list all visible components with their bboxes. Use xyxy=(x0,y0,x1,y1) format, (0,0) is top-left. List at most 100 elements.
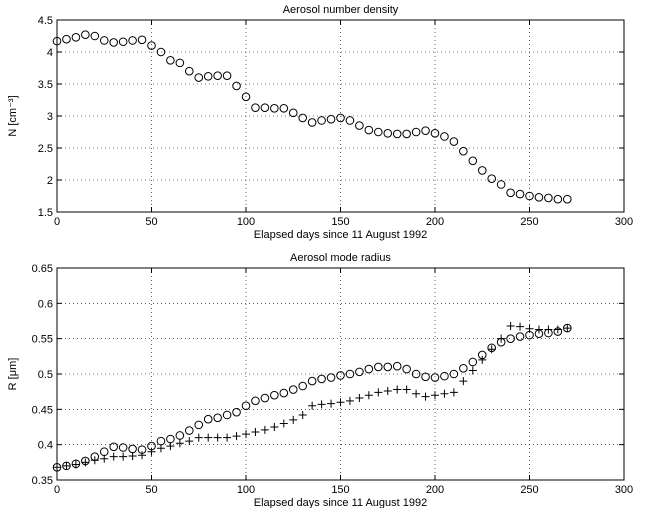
circle-marker xyxy=(213,413,222,423)
circle-marker xyxy=(563,194,572,204)
circle-marker xyxy=(288,385,298,394)
plus-marker xyxy=(90,456,99,465)
circle-marker xyxy=(374,127,383,137)
circle-marker xyxy=(307,118,317,127)
x-tick-label: 200 xyxy=(426,216,444,228)
plus-marker xyxy=(166,442,175,451)
plus-marker xyxy=(355,394,364,403)
y-tick-label: 0.35 xyxy=(32,475,53,487)
plus-marker xyxy=(289,415,298,424)
circle-marker xyxy=(392,361,402,371)
plus-marker xyxy=(81,458,90,467)
circle-marker xyxy=(383,362,393,372)
circle-marker xyxy=(185,426,194,435)
plus-marker xyxy=(100,454,109,463)
plus-marker xyxy=(128,451,137,460)
plus-marker xyxy=(242,430,250,439)
circle-marker xyxy=(336,113,345,123)
circle-marker xyxy=(317,374,326,384)
circle-marker xyxy=(336,371,345,380)
circle-marker xyxy=(279,388,289,398)
circle-marker xyxy=(222,410,232,420)
circle-marker xyxy=(298,113,308,123)
circle-marker xyxy=(251,396,260,406)
plus-marker xyxy=(213,433,222,442)
circle-marker xyxy=(364,364,374,374)
x-tick-label: 250 xyxy=(520,484,538,496)
circle-marker xyxy=(506,188,515,198)
circle-marker xyxy=(90,31,100,41)
plus-marker xyxy=(109,452,118,461)
circle-marker xyxy=(241,401,251,411)
circle-marker xyxy=(374,362,383,372)
circle-marker xyxy=(515,189,525,199)
y-tick-label: 0.5 xyxy=(38,369,53,381)
circle-marker xyxy=(449,137,459,146)
circle-marker xyxy=(496,180,506,189)
plus-marker xyxy=(251,427,260,436)
chart-title: Aerosol mode radius xyxy=(290,252,391,264)
plus-marker xyxy=(440,389,449,398)
circle-marker xyxy=(383,128,393,138)
circle-marker xyxy=(156,47,166,57)
circle-marker xyxy=(203,72,213,81)
plus-marker xyxy=(412,389,421,398)
circle-marker xyxy=(118,443,128,452)
plus-marker xyxy=(185,437,194,446)
circle-marker xyxy=(232,81,241,91)
circle-marker xyxy=(487,174,497,184)
circle-marker xyxy=(71,32,81,42)
circle-marker xyxy=(147,41,156,50)
circle-marker xyxy=(355,367,364,377)
y-axis-label: R [μm] xyxy=(7,358,19,391)
circle-marker xyxy=(288,108,298,118)
x-tick-label: 100 xyxy=(237,216,255,228)
circle-marker xyxy=(270,104,279,113)
plus-marker xyxy=(553,325,562,334)
y-tick-label: 0.65 xyxy=(32,263,53,275)
x-tick-label: 50 xyxy=(145,484,157,496)
circle-marker xyxy=(506,334,515,343)
circle-marker xyxy=(525,191,534,201)
circle-marker xyxy=(345,116,355,125)
plus-marker xyxy=(449,388,458,397)
y-tick-label: 0.4 xyxy=(38,440,53,452)
axes-frame xyxy=(56,267,625,481)
plus-marker xyxy=(317,400,326,409)
plus-marker xyxy=(260,425,269,434)
plus-marker xyxy=(175,439,184,448)
circle-marker xyxy=(440,132,449,141)
x-tick-label: 200 xyxy=(426,484,444,496)
circle-marker xyxy=(477,166,487,175)
circle-marker xyxy=(421,372,430,382)
circle-marker xyxy=(468,156,478,166)
x-tick-label: 150 xyxy=(331,216,349,228)
plus-marker xyxy=(336,398,345,407)
circle-marker xyxy=(402,129,411,139)
plus-marker xyxy=(62,461,71,470)
circle-marker xyxy=(260,103,270,112)
plus-marker xyxy=(563,324,572,333)
plus-marker xyxy=(194,433,203,442)
plus-marker xyxy=(383,386,392,395)
circle-marker xyxy=(213,71,222,80)
y-axis-label: N [cm⁻³] xyxy=(7,95,19,136)
axes-frame xyxy=(56,19,625,213)
circle-marker xyxy=(260,393,270,403)
y-tick-label: 4.5 xyxy=(38,15,53,27)
circle-marker xyxy=(402,364,411,374)
circle-marker xyxy=(411,127,421,137)
x-tick-label: 100 xyxy=(237,484,255,496)
y-tick-label: 0.45 xyxy=(32,404,53,416)
plus-marker xyxy=(497,334,506,343)
circle-marker xyxy=(364,125,374,135)
y-tick-label: 3.5 xyxy=(38,79,53,91)
plus-marker xyxy=(421,392,430,401)
circle-marker xyxy=(270,390,279,400)
x-tick-label: 250 xyxy=(520,216,538,228)
y-tick-label: 1.5 xyxy=(38,207,53,219)
circle-marker xyxy=(430,128,440,138)
y-tick-label: 4 xyxy=(47,47,53,59)
circle-marker xyxy=(203,414,213,424)
circle-marker xyxy=(241,92,251,102)
